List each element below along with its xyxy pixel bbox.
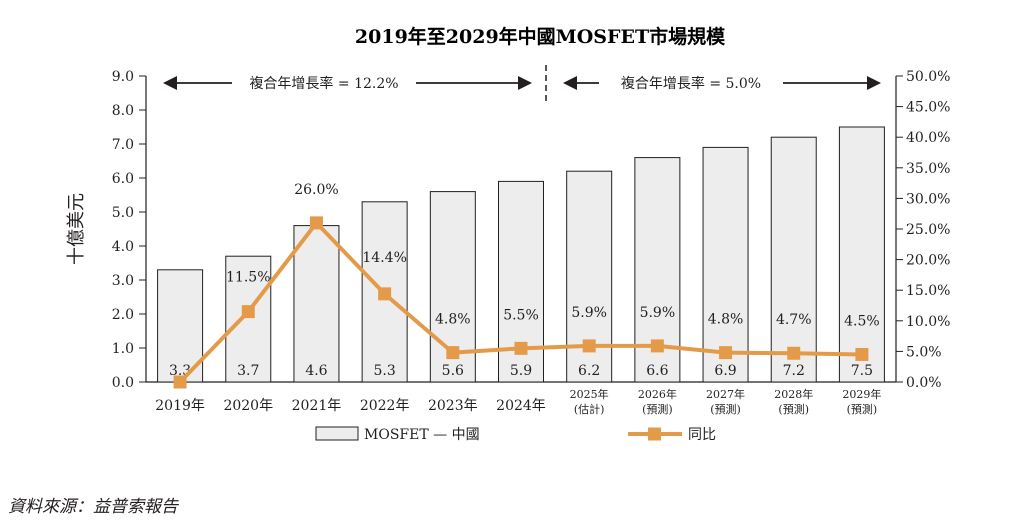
legend-line-label: 同比 [688,427,716,443]
x-tick-label: 2022年 [360,398,410,414]
y-tick-label: 3.0 [112,273,134,289]
x-tick-label: 2025年 [570,387,609,401]
cagr-arrowhead-right [518,76,532,90]
cagr-label: 複合年增長率 = 12.2% [249,75,398,92]
x-tick-label: 2026年 [638,387,677,401]
cagr-annotations: 複合年增長率 = 12.2% 複合年增長率 = 5.0% [163,65,881,105]
yoy-point [719,346,733,360]
yoy-point [650,339,664,353]
y-tick-label: 9.0 [112,69,134,85]
bar [293,225,340,383]
bar-value-label: 4.6 [305,363,327,379]
yoy-point [582,339,596,353]
bar-value-label: 7.5 [851,363,873,379]
y-tick-label: 4.0 [112,239,134,255]
x-tick-label: 2019年 [155,398,205,414]
bar-value-label: 6.9 [714,363,736,379]
cagr-arrowhead-left [163,76,177,90]
yoy-label: 5.5% [503,307,539,323]
yoy-point [855,347,869,361]
x-tick-sublabel: (預測) [642,402,673,416]
yoy-point [173,375,187,389]
yoy-label: 5.9% [640,305,676,321]
source-note: 資料來源：益普索報告 [8,497,178,517]
yoy-label: 4.8% [708,312,744,328]
x-tick-label: 2028年 [774,387,813,401]
yoy-point [378,287,392,301]
y-axis-title: 十億美元 [66,193,87,265]
y-tick-label: 2.0 [112,307,134,323]
y2-tick-label: 10.0% [906,314,950,330]
cagr-arrowhead-left [563,76,577,90]
bar [838,126,885,383]
y-axis-label: 十億美元 [66,193,87,265]
bar-value-label: 6.2 [578,363,600,379]
y2-tick-label: 30.0% [906,191,950,207]
bar [770,136,817,383]
y-tick-label: 6.0 [112,171,134,187]
axes: 0.0 1.0 2.0 3.0 4.0 5.0 6.0 7.0 8.0 9.0 0.0% 5.0% 10… [112,69,951,416]
y-tick-label: 8.0 [112,103,134,119]
yoy-label: 14.4% [362,250,406,266]
bar-value-label: 5.9 [510,363,532,379]
y2-tick-label: 25.0% [906,222,950,238]
y2-tick-label: 40.0% [906,130,950,146]
x-tick-sublabel: (估計) [574,402,605,416]
chart-title: 2019年至2029年中國MOSFET市場規模 [355,25,726,48]
y2-tick-label: 20.0% [906,253,950,269]
x-tick-sublabel: (預測) [778,402,809,416]
bar-value-label: 5.3 [374,363,396,379]
yoy-label: 26.0% [294,182,338,198]
y-tick-label: 5.0 [112,205,134,221]
yoy-point [241,305,255,319]
yoy-label: 5.9% [571,305,607,321]
x-tick-sublabel: (預測) [710,402,741,416]
bar-value-label: 7.2 [783,363,805,379]
legend-bar-swatch [315,426,359,441]
bar-value-label: 6.6 [646,363,668,379]
bar-value-label: 3.7 [237,363,259,379]
y2-tick-label: 50.0% [906,69,950,85]
yoy-label: 4.8% [435,312,471,328]
cagr-label: 複合年增長率 = 5.0% [621,75,761,92]
x-tick-label: 2029年 [842,387,881,401]
y2-tick-label: 5.0% [906,344,942,360]
bar [225,255,272,383]
yoy-label: 4.5% [844,313,880,329]
y2-tick-label: 0.0% [906,375,942,391]
x-tick-label: 2023年 [428,398,478,414]
y2-tick-label: 35.0% [906,161,950,177]
x-tick-sublabel: (預測) [847,402,878,416]
yoy-line: 11.5% 26.0% 14.4% 4.8% 5.5% 5.9% 5.9% 4.8% 4.7% 4… [173,182,880,389]
yoy-label: 4.7% [776,312,812,328]
yoy-label: 11.5% [226,270,270,286]
x-tick-label: 2020年 [223,398,273,414]
yoy-point [787,346,801,360]
y-tick-label: 0.0 [112,375,134,391]
yoy-point [446,346,460,360]
x-tick-label: 2021年 [292,398,342,414]
y2-tick-label: 45.0% [906,100,950,116]
cagr-arrowhead-right [867,76,881,90]
x-tick-label: 2027年 [706,387,745,401]
bar-value-label: 5.6 [442,363,464,379]
legend-bar-label: MOSFET — 中國 [364,427,480,443]
x-tick-label: 2024年 [496,398,546,414]
yoy-point [514,341,528,355]
y2-tick-label: 15.0% [906,283,950,299]
legend-line-marker [648,427,661,441]
bar [157,269,204,383]
bar [702,146,749,383]
y-tick-label: 1.0 [112,341,134,357]
legend: MOSFET — 中國 同比 [315,426,716,443]
yoy-point [309,216,323,230]
y-tick-label: 7.0 [112,137,134,153]
